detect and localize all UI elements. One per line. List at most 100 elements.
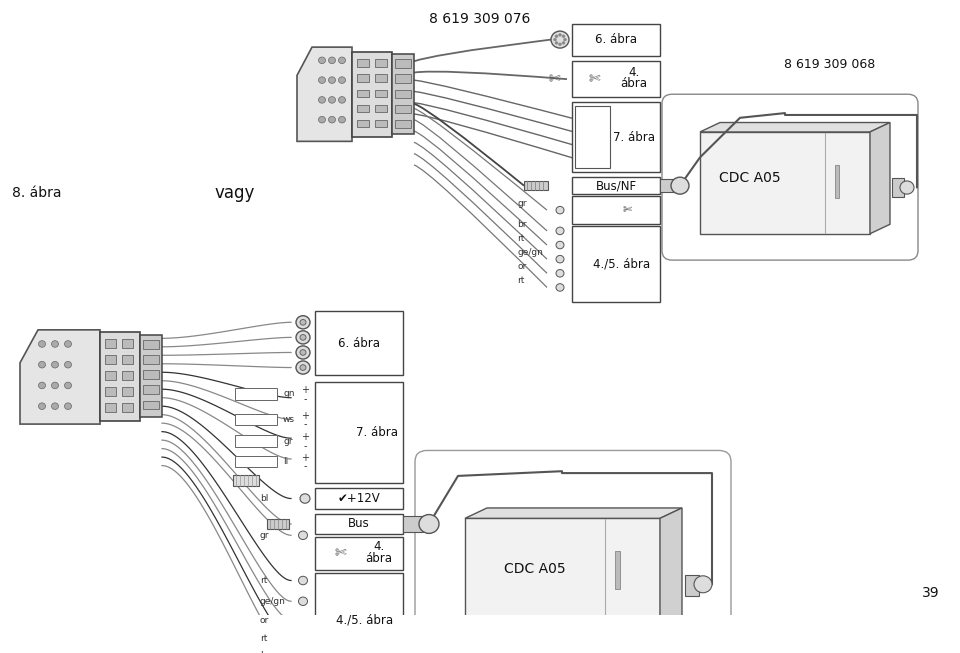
Circle shape — [339, 116, 346, 123]
Polygon shape — [700, 123, 890, 132]
Bar — [122, 372, 133, 380]
Text: REAR: REAR — [246, 389, 266, 398]
Text: ábra: ábra — [366, 552, 393, 565]
Circle shape — [296, 361, 310, 374]
Bar — [315, 488, 403, 509]
Circle shape — [900, 181, 914, 194]
Text: gr: gr — [260, 531, 270, 540]
Bar — [143, 385, 159, 394]
Text: 39: 39 — [923, 586, 940, 600]
Bar — [122, 355, 133, 364]
Text: 8 619 309 076: 8 619 309 076 — [429, 12, 531, 26]
Circle shape — [419, 515, 439, 534]
Polygon shape — [465, 508, 682, 518]
Text: 4./5. ábra: 4./5. ábra — [593, 257, 651, 270]
Text: ✄: ✄ — [622, 205, 632, 215]
Circle shape — [556, 270, 564, 277]
Text: RF: RF — [578, 123, 589, 133]
Circle shape — [299, 577, 307, 585]
Text: ✔+12V: ✔+12V — [338, 492, 380, 505]
Bar — [143, 340, 159, 349]
Circle shape — [38, 403, 45, 409]
Circle shape — [671, 177, 689, 194]
Circle shape — [300, 349, 306, 355]
Bar — [395, 89, 411, 98]
Bar — [357, 119, 369, 127]
Text: rt: rt — [260, 576, 268, 585]
Circle shape — [38, 341, 45, 347]
Circle shape — [64, 403, 71, 409]
Bar — [572, 24, 660, 56]
Text: 8. ábra: 8. ábra — [12, 186, 61, 200]
Circle shape — [300, 494, 310, 503]
Circle shape — [339, 77, 346, 84]
Circle shape — [554, 38, 557, 41]
Bar — [700, 132, 870, 234]
Text: Bus/NF: Bus/NF — [595, 179, 636, 192]
Circle shape — [556, 241, 564, 249]
Text: -: - — [303, 441, 307, 451]
Circle shape — [38, 382, 45, 389]
Text: bl: bl — [260, 494, 269, 503]
Circle shape — [339, 57, 346, 63]
Bar — [660, 179, 676, 192]
Bar — [375, 119, 387, 127]
Bar — [122, 404, 133, 412]
Circle shape — [328, 116, 335, 123]
Bar — [395, 59, 411, 68]
Bar — [575, 106, 610, 168]
Text: rt: rt — [517, 276, 524, 285]
Bar — [315, 311, 403, 375]
Text: br: br — [260, 652, 270, 653]
Text: or: or — [260, 616, 269, 625]
Bar — [375, 104, 387, 112]
Circle shape — [319, 97, 325, 103]
Bar — [403, 517, 423, 532]
Bar — [572, 102, 660, 172]
Bar — [315, 381, 403, 483]
Bar — [572, 196, 660, 224]
Bar — [375, 89, 387, 97]
Text: +: + — [301, 385, 309, 395]
Text: rt: rt — [517, 234, 524, 243]
Text: 4./5. ábra: 4./5. ábra — [336, 614, 394, 627]
Polygon shape — [297, 47, 352, 141]
Text: ws: ws — [283, 415, 295, 424]
Circle shape — [564, 38, 566, 41]
Circle shape — [299, 616, 307, 624]
Circle shape — [328, 77, 335, 84]
Bar — [315, 537, 403, 570]
Bar — [235, 389, 277, 400]
Circle shape — [299, 597, 307, 605]
Circle shape — [300, 334, 306, 340]
Bar — [315, 514, 403, 534]
Bar — [375, 59, 387, 67]
Circle shape — [64, 341, 71, 347]
Bar — [105, 340, 116, 348]
Text: 7. ábra: 7. ábra — [613, 131, 655, 144]
Text: CDC A05: CDC A05 — [504, 562, 565, 576]
Bar — [122, 340, 133, 348]
Text: br: br — [517, 220, 526, 229]
Bar — [315, 573, 403, 653]
Text: ábra: ábra — [620, 77, 647, 90]
Bar — [352, 52, 392, 136]
Circle shape — [555, 35, 558, 38]
Bar — [375, 74, 387, 82]
Circle shape — [52, 403, 59, 409]
Circle shape — [328, 57, 335, 63]
Circle shape — [555, 42, 558, 44]
Text: 6. ábra: 6. ábra — [595, 33, 637, 46]
Circle shape — [556, 206, 564, 214]
Bar — [395, 104, 411, 113]
Text: 7. ábra: 7. ábra — [356, 426, 398, 439]
Text: FRONT: FRONT — [243, 437, 269, 445]
Text: Bus: Bus — [348, 517, 370, 530]
Circle shape — [299, 652, 307, 653]
Bar — [235, 456, 277, 468]
Bar — [395, 74, 411, 83]
Bar — [572, 177, 660, 194]
Text: 8 619 309 068: 8 619 309 068 — [784, 58, 876, 71]
Bar — [395, 119, 411, 128]
Text: ✄: ✄ — [334, 546, 346, 560]
